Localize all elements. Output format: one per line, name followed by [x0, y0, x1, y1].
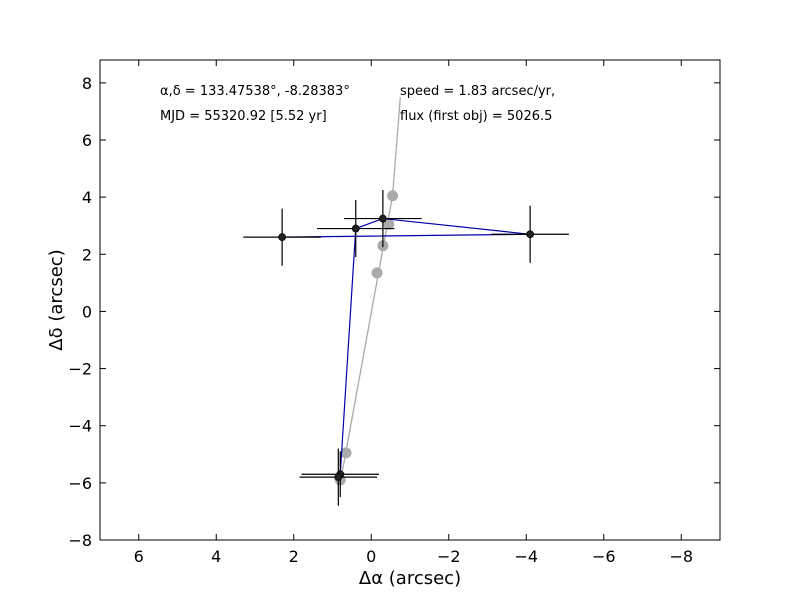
motion-fit-point [387, 190, 399, 202]
y-tick-label: 2 [82, 245, 92, 264]
x-tick-label: 0 [366, 547, 376, 566]
motion-fit-point [340, 447, 352, 459]
y-axis-label: Δδ (arcsec) [46, 249, 67, 350]
y-tick-label: −6 [68, 474, 92, 493]
x-tick-label: −8 [669, 547, 693, 566]
x-tick-label: −4 [514, 547, 538, 566]
measurement-point [378, 214, 387, 223]
motion-fit-point [371, 267, 383, 279]
y-tick-label: 0 [82, 302, 92, 321]
x-tick-label: −2 [437, 547, 461, 566]
annotation-coordinates: α,δ = 133.47538°, -8.28383° [160, 84, 350, 99]
x-axis-label: Δα (arcsec) [359, 568, 461, 589]
measurement-point [351, 224, 360, 233]
y-tick-label: 8 [82, 74, 92, 93]
y-tick-label: −4 [68, 417, 92, 436]
x-tick-label: 6 [134, 547, 144, 566]
x-tick-label: 4 [211, 547, 221, 566]
y-tick-label: −2 [68, 360, 92, 379]
measurement-point [278, 233, 287, 242]
plot-area [243, 97, 569, 506]
annotation-mjd: MJD = 55320.92 [5.52 yr] [160, 109, 327, 124]
annotation-flux: flux (first obj) = 5026.5 [400, 109, 552, 124]
motion-fit-point [383, 218, 395, 230]
y-tick-label: 6 [82, 131, 92, 150]
measurement-point [334, 473, 343, 482]
y-tick-label: −8 [68, 531, 92, 550]
x-tick-label: −6 [592, 547, 616, 566]
y-tick-label: 4 [82, 188, 92, 207]
measurement-point [526, 230, 535, 239]
annotation-speed: speed = 1.83 arcsec/yr, [400, 84, 555, 99]
x-tick-label: 2 [289, 547, 299, 566]
axis-ticks: 6 4 2 0 −2 −4 −6 −8 8 6 4 2 0 −2 −4 −6 −8 [68, 60, 720, 566]
axes-frame [99, 59, 721, 541]
